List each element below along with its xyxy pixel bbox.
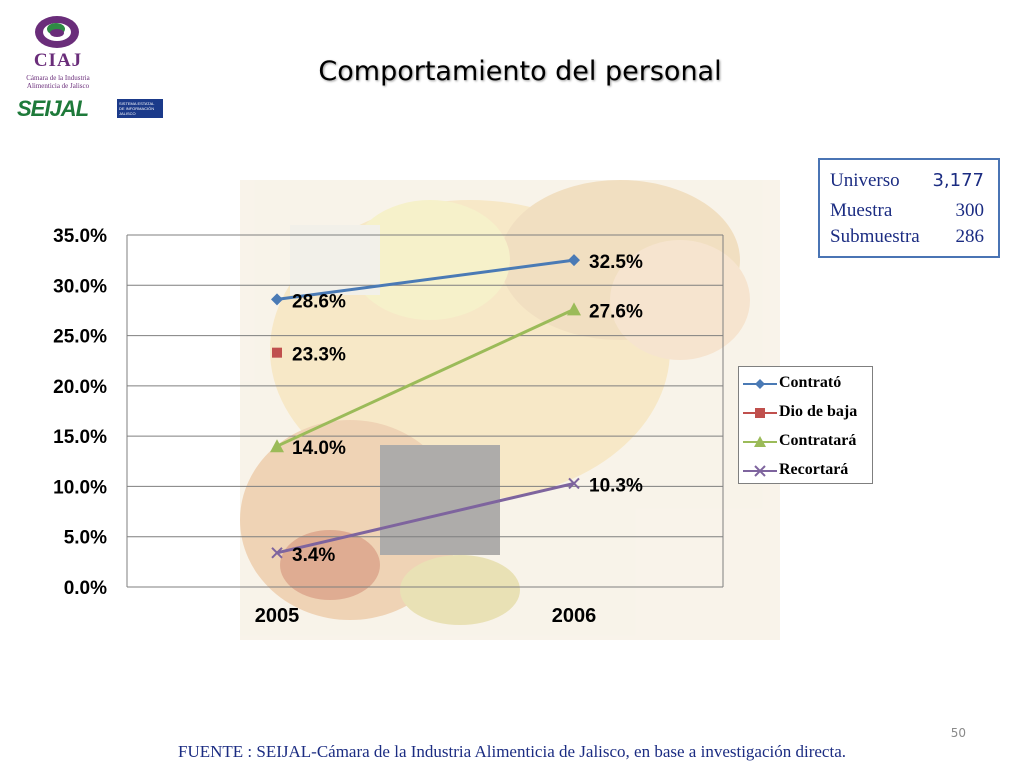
data-point-triangle (567, 302, 581, 316)
info-value: 300 (955, 200, 985, 221)
diamond-marker-icon (743, 379, 777, 389)
x-tick-label: 2005 (255, 605, 300, 627)
y-tick-label: 5.0% (64, 528, 107, 549)
info-label: Muestra (830, 200, 893, 221)
info-label: Universo (830, 170, 900, 191)
series-line (276, 258, 575, 301)
data-label: 23.3% (292, 345, 346, 366)
y-tick-label: 25.0% (53, 327, 107, 348)
ciaj-logo: CIAJ Cámara de la Industria Alimenticia … (18, 14, 98, 94)
info-row-universo: Universo 3,177 (830, 170, 984, 194)
page-title: Comportamiento del personal (318, 56, 722, 87)
legend-item-recortara: Recortará (743, 460, 869, 482)
x-tick-label: 2006 (552, 605, 597, 627)
data-label: 27.6% (589, 301, 643, 322)
data-label: 32.5% (589, 252, 643, 273)
series-1 (272, 347, 282, 358)
legend-item-dio-de-baja: Dio de baja (743, 402, 869, 424)
data-label: 28.6% (292, 291, 346, 312)
triangle-marker-icon (743, 436, 777, 447)
info-value: 286 (955, 226, 985, 247)
data-point-diamond (271, 293, 283, 306)
series-3 (271, 477, 580, 559)
data-point-triangle (270, 439, 284, 453)
info-row-muestra: Muestra 300 (830, 200, 984, 224)
data-point-square (272, 347, 282, 358)
y-tick-label: 10.0% (53, 477, 107, 498)
square-marker-icon (743, 408, 777, 418)
y-tick-label: 15.0% (53, 427, 107, 448)
y-tick-label: 20.0% (53, 377, 107, 398)
data-point-diamond (568, 254, 580, 267)
series-line (276, 308, 575, 448)
legend-label: Contratará (779, 432, 857, 449)
legend-label: Contrató (779, 374, 842, 391)
legend-item-contratara: Contratará (743, 431, 869, 453)
seijal-name: SEIJAL (17, 96, 89, 121)
data-label: 10.3% (589, 475, 643, 496)
x-axis-ticks: 2005 2006 (255, 605, 597, 627)
legend-label: Recortará (779, 461, 849, 478)
data-label: 14.0% (292, 438, 346, 459)
page-number: 50 (950, 726, 966, 740)
gridlines (126, 234, 724, 588)
chart-legend: Contrató Dio de baja Contratará Recortar… (738, 366, 873, 484)
series-layer (270, 254, 581, 559)
legend-item-contrato: Contrató (743, 373, 869, 395)
ciaj-name: CIAJ (33, 50, 83, 71)
info-label: Submuestra (830, 226, 920, 247)
ciaj-subtitle: Cámara de la Industria Alimenticia de Ja… (26, 74, 90, 90)
source-footnote: FUENTE : SEIJAL-Cámara de la Industria A… (178, 742, 846, 761)
x-marker-icon (743, 465, 777, 477)
data-point-x (271, 547, 283, 559)
personnel-line-chart: 0.0% 5.0% 10.0% 15.0% 20.0% 25.0% 30.0% 35.0% 2… (53, 180, 780, 640)
food-collage-background (240, 180, 780, 640)
series-2 (270, 302, 581, 453)
series-0 (271, 254, 580, 306)
ciaj-emblem-icon (35, 16, 79, 48)
info-row-submuestra: Submuestra 286 (830, 226, 984, 250)
seijal-logo: SEIJAL SISTEMA ESTATAL DE INFORMACIÓN JA… (15, 96, 165, 122)
data-point-x-stroke (568, 477, 580, 490)
data-label: 3.4% (292, 545, 335, 566)
data-labels: 28.6% 32.5% 23.3% 14.0% 27.6% 3.4% 10.3% (292, 252, 643, 566)
y-tick-label: 0.0% (64, 578, 107, 599)
data-point-x-stroke (271, 547, 283, 559)
legend-label: Dio de baja (779, 403, 858, 420)
info-value: 3,177 (932, 170, 984, 191)
y-tick-label: 30.0% (53, 276, 107, 297)
series-line (276, 481, 575, 555)
y-tick-label: 35.0% (53, 226, 107, 247)
seijal-box: SISTEMA ESTATAL DE INFORMACIÓN JALISCO (117, 99, 163, 118)
sample-info-box: Universo 3,177 Muestra 300 Submuestra 28… (818, 158, 1000, 258)
y-axis-ticks: 0.0% 5.0% 10.0% 15.0% 20.0% 25.0% 30.0% 35.0% (53, 226, 107, 599)
data-point-x (568, 477, 580, 490)
